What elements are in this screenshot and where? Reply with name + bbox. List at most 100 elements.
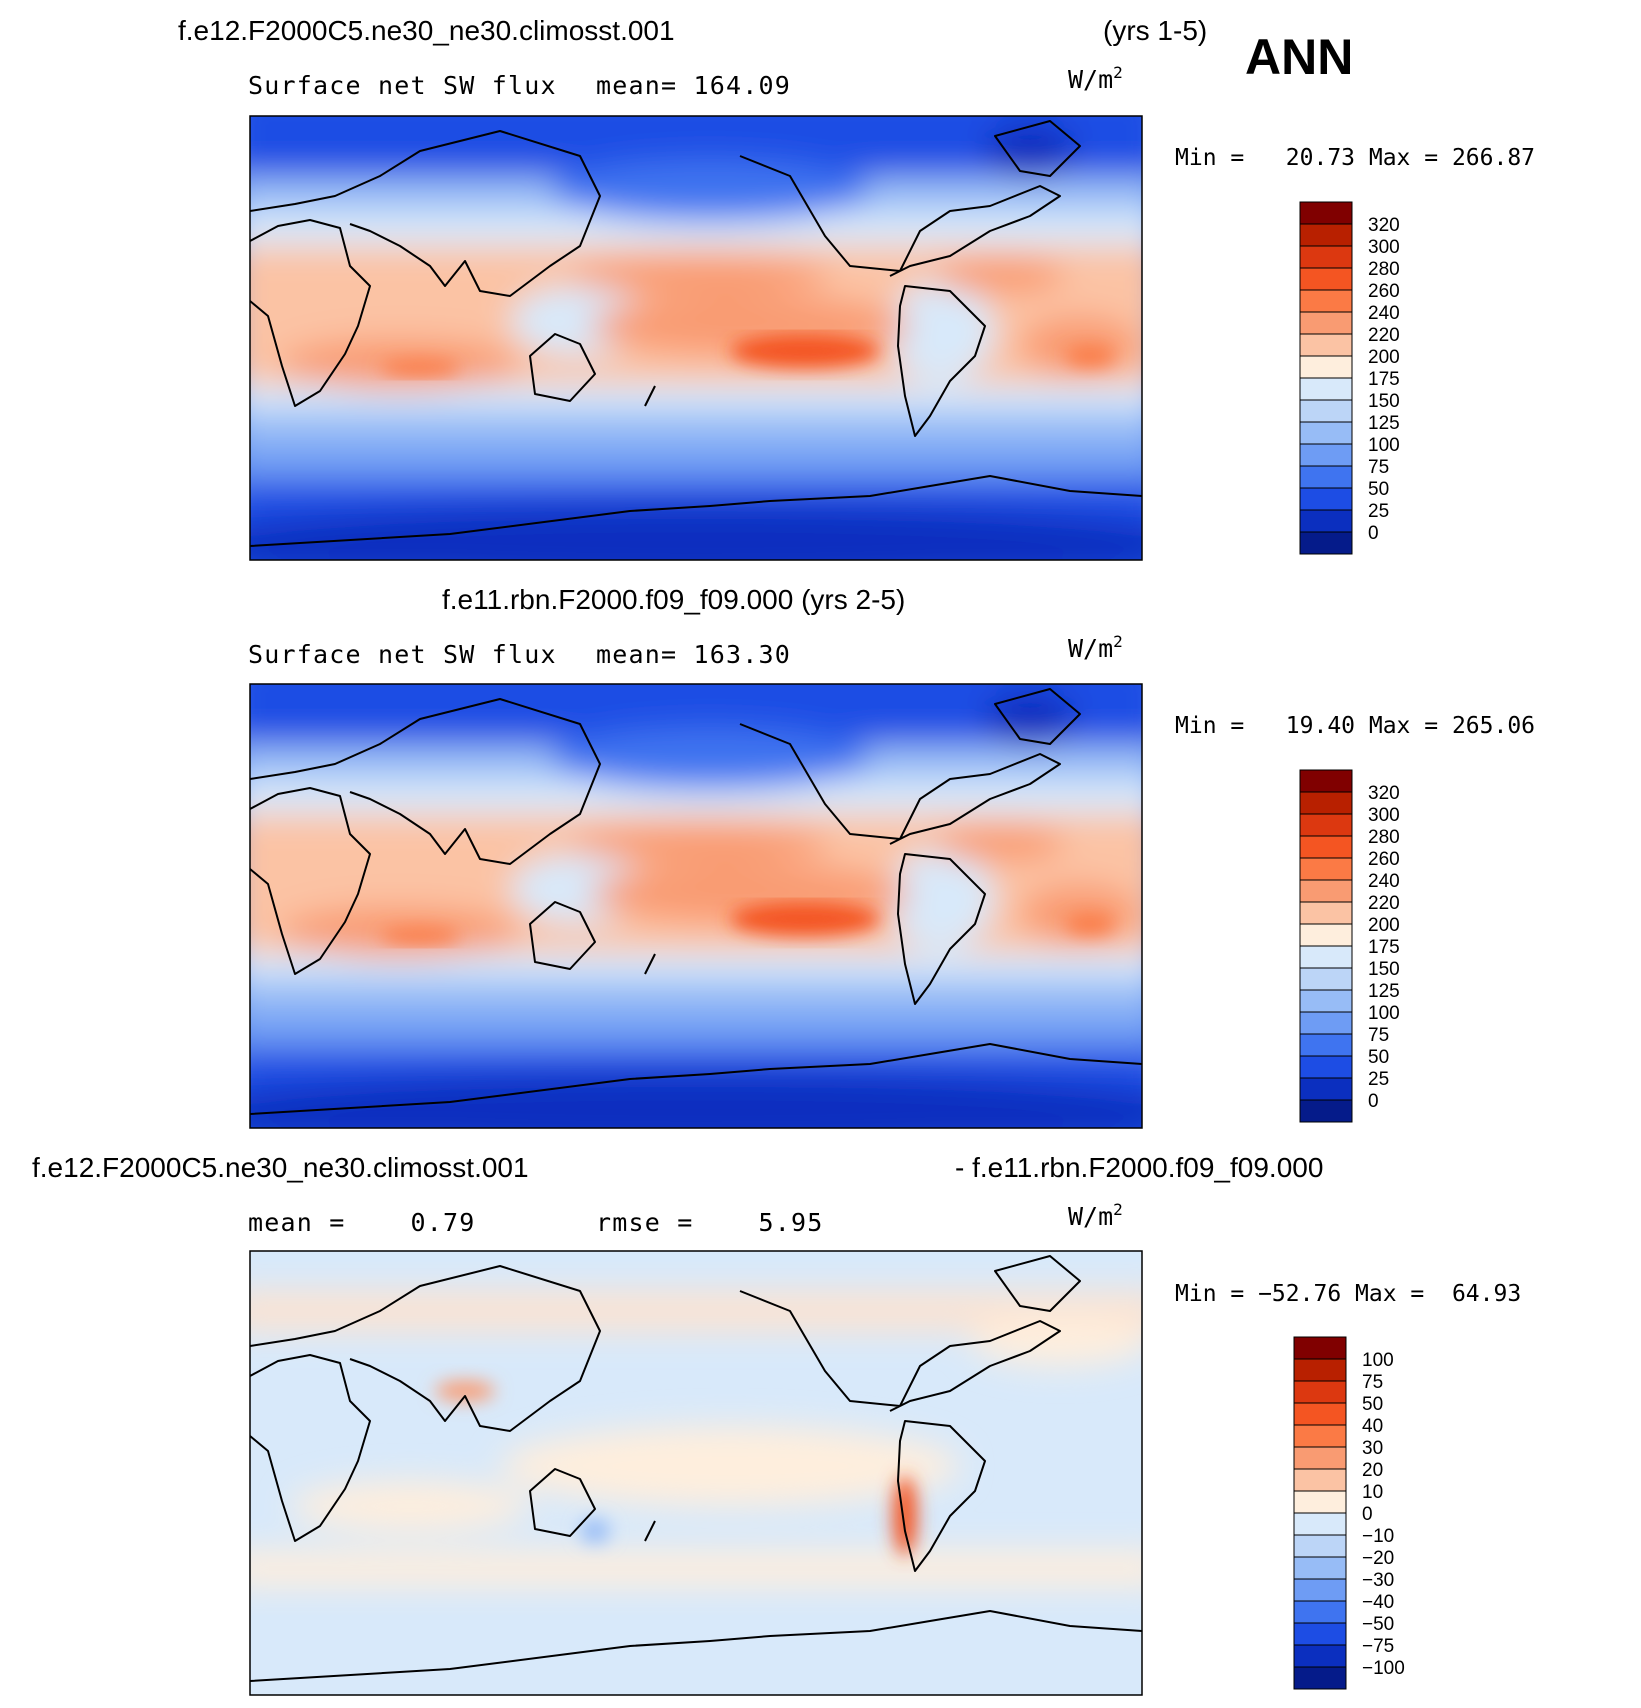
coast-new-zealand — [644, 953, 656, 975]
colorbar-swatch — [1299, 945, 1353, 969]
tibet-positive — [435, 1381, 495, 1401]
colorbar-swatch — [1293, 1358, 1347, 1382]
panel-2-mean: mean= 163.30 — [596, 640, 791, 669]
amazon-region — [885, 281, 995, 381]
colorbar-level-label: 10 — [1362, 1482, 1383, 1503]
colorbar-swatch — [1299, 355, 1353, 379]
coast-australia — [529, 333, 596, 402]
north-pacific-subtropic-high — [570, 824, 830, 864]
panel-1-map — [249, 115, 1143, 561]
positive-anomaly-band-south — [250, 1551, 1142, 1586]
colorbar-swatch — [1299, 1011, 1353, 1035]
panel-1-units-base: W/m — [1068, 65, 1113, 94]
colorbar-swatch — [1299, 1033, 1353, 1057]
colorbar-level-label: −100 — [1362, 1658, 1405, 1679]
midlat-south-band — [250, 384, 1142, 416]
subpolar-south-band — [250, 411, 1142, 451]
australia-negative — [580, 1519, 610, 1543]
coast-eurasia — [250, 1265, 601, 1432]
colorbar-swatch — [1293, 1556, 1347, 1580]
colorbar-level-label: 75 — [1368, 457, 1389, 478]
coastlines — [250, 688, 1142, 1115]
positive-anomaly-indian — [290, 1481, 530, 1531]
colorbar-level-label: 300 — [1368, 805, 1400, 826]
south-atlantic-high — [1020, 316, 1140, 376]
colorbar-level-label: 75 — [1362, 1372, 1383, 1393]
colorbar-swatch — [1293, 1380, 1347, 1404]
coast-eurasia — [250, 130, 601, 297]
colorbar-level-label: 50 — [1368, 479, 1389, 500]
colorbar-swatch — [1299, 769, 1353, 793]
south-atlantic-max — [1065, 346, 1115, 366]
coastlines — [250, 120, 1142, 547]
colorbar-level-label: 25 — [1368, 501, 1389, 522]
colorbar-level-label: 50 — [1368, 1047, 1389, 1068]
panel-3-map — [249, 1250, 1143, 1696]
colorbar-swatch — [1299, 509, 1353, 533]
colorbar-level-label: 175 — [1368, 937, 1400, 958]
colorbar-level-label: 100 — [1368, 1003, 1400, 1024]
colorbar-swatch — [1293, 1446, 1347, 1470]
coast-greenland — [994, 688, 1081, 745]
south-atlantic-high — [1020, 884, 1140, 944]
colorbar-level-label: 25 — [1368, 1069, 1389, 1090]
panel-2-case-title: f.e11.rbn.F2000.f09_f09.000 (yrs 2-5) — [442, 584, 905, 615]
colorbar-level-label: 320 — [1368, 783, 1400, 804]
colorbar-swatch — [1299, 1055, 1353, 1079]
coast-eurasia — [250, 698, 601, 865]
colorbar-level-label: −30 — [1362, 1570, 1394, 1591]
panel-3-units-base: W/m — [1068, 1202, 1113, 1231]
colorbar-swatch — [1293, 1622, 1347, 1646]
panel-3: f.e12.F2000C5.ne30_ne30.climosst.001 - f… — [32, 1152, 1521, 1696]
colorbar-level-label: 100 — [1362, 1350, 1394, 1371]
panel-1-mean: mean= 164.09 — [596, 71, 791, 100]
coast-south-america — [897, 1420, 986, 1572]
panel-2-min-max: Min = 19.40 Max = 265.06 — [1175, 713, 1535, 739]
coast-south-america — [897, 285, 986, 437]
colorbar-swatch — [1299, 857, 1353, 881]
coast-south-america — [897, 853, 986, 1005]
colorbar-swatch — [1293, 1468, 1347, 1492]
colorbar-swatch — [1293, 1512, 1347, 1536]
coast-antarctica — [250, 1610, 1142, 1682]
antarctic-region — [250, 506, 1142, 560]
coast-africa — [250, 1354, 371, 1542]
colorbar-swatch — [1299, 923, 1353, 947]
colorbar-swatch — [1299, 989, 1353, 1013]
colorbar-level-label: −50 — [1362, 1614, 1394, 1635]
coast-antarctica — [250, 1043, 1142, 1115]
panel-1-case-title: f.e12.F2000C5.ne30_ne30.climosst.001 — [178, 15, 675, 46]
coast-australia — [529, 901, 596, 970]
colorbar-swatch — [1299, 531, 1353, 555]
colorbar-level-label: 240 — [1368, 303, 1400, 324]
colorbar-swatch — [1299, 201, 1353, 225]
colorbar-swatch — [1299, 333, 1353, 357]
andes-positive — [893, 1476, 917, 1556]
coast-africa — [250, 787, 371, 975]
coast-africa — [250, 219, 371, 407]
colorbar-swatch — [1293, 1402, 1347, 1426]
indian-ocean-max — [380, 360, 460, 376]
panel-1-variable: Surface net SW flux — [248, 71, 557, 100]
amazon-region — [885, 849, 995, 949]
colorbar-level-label: 20 — [1362, 1460, 1383, 1481]
colorbar-level-label: −20 — [1362, 1548, 1394, 1569]
panel-3-units: W/m2 — [1068, 1200, 1123, 1231]
coast-new-zealand — [644, 385, 656, 407]
colorbar-swatch — [1293, 1490, 1347, 1514]
colorbar-level-label: −75 — [1362, 1636, 1394, 1657]
panel-2-units: W/m2 — [1068, 632, 1123, 663]
panel-1-years: (yrs 1-5) — [1103, 15, 1207, 46]
panel-1-units-sup: 2 — [1113, 63, 1123, 82]
panel-2-units-sup: 2 — [1113, 632, 1123, 651]
colorbar-swatch — [1293, 1666, 1347, 1690]
colorbar-swatch — [1299, 813, 1353, 837]
colorbar-swatch — [1299, 465, 1353, 489]
colorbar-swatch — [1299, 311, 1353, 335]
coast-new-zealand — [644, 1520, 656, 1542]
colorbar-level-label: 220 — [1368, 893, 1400, 914]
colorbar-level-label: −40 — [1362, 1592, 1394, 1613]
colorbar-swatch — [1299, 1077, 1353, 1101]
